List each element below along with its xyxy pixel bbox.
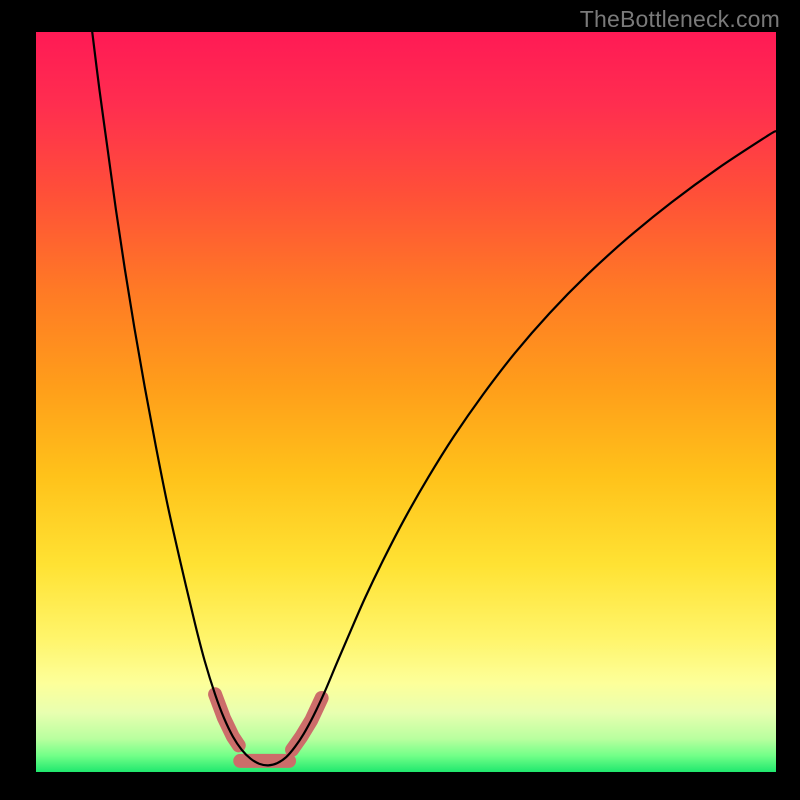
bottleneck-curve xyxy=(92,32,776,765)
bottleneck-curve-svg xyxy=(0,0,800,800)
watermark-text: TheBottleneck.com xyxy=(580,6,780,33)
